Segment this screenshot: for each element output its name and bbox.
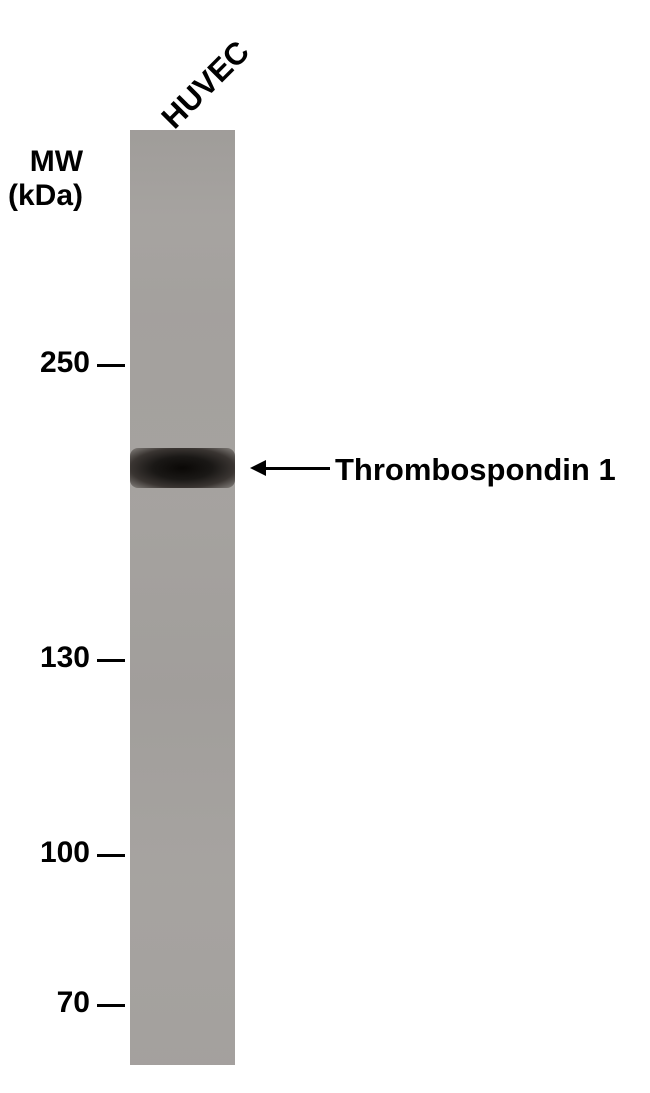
western-blot-figure: HUVEC MW (kDa) 250 130 100 70 Thrombospondi… bbox=[0, 0, 650, 1093]
tick-250 bbox=[97, 364, 125, 367]
tick-130 bbox=[97, 659, 125, 662]
mw-unit: (kDa) bbox=[8, 179, 83, 213]
tick-70 bbox=[97, 1004, 125, 1007]
tick-100 bbox=[97, 854, 125, 857]
blot-lane bbox=[130, 130, 235, 1065]
protein-band bbox=[130, 448, 235, 488]
lane-label-huvec: HUVEC bbox=[155, 34, 257, 136]
mw-marker-70: 70 bbox=[57, 986, 90, 1020]
band-label-thrombospondin: Thrombospondin 1 bbox=[335, 452, 616, 488]
mw-marker-250: 250 bbox=[40, 346, 90, 380]
mw-marker-130: 130 bbox=[40, 641, 90, 675]
mw-marker-100: 100 bbox=[40, 836, 90, 870]
arrow-line bbox=[262, 467, 330, 470]
mw-text: MW bbox=[8, 145, 83, 179]
mw-header: MW (kDa) bbox=[8, 145, 83, 213]
